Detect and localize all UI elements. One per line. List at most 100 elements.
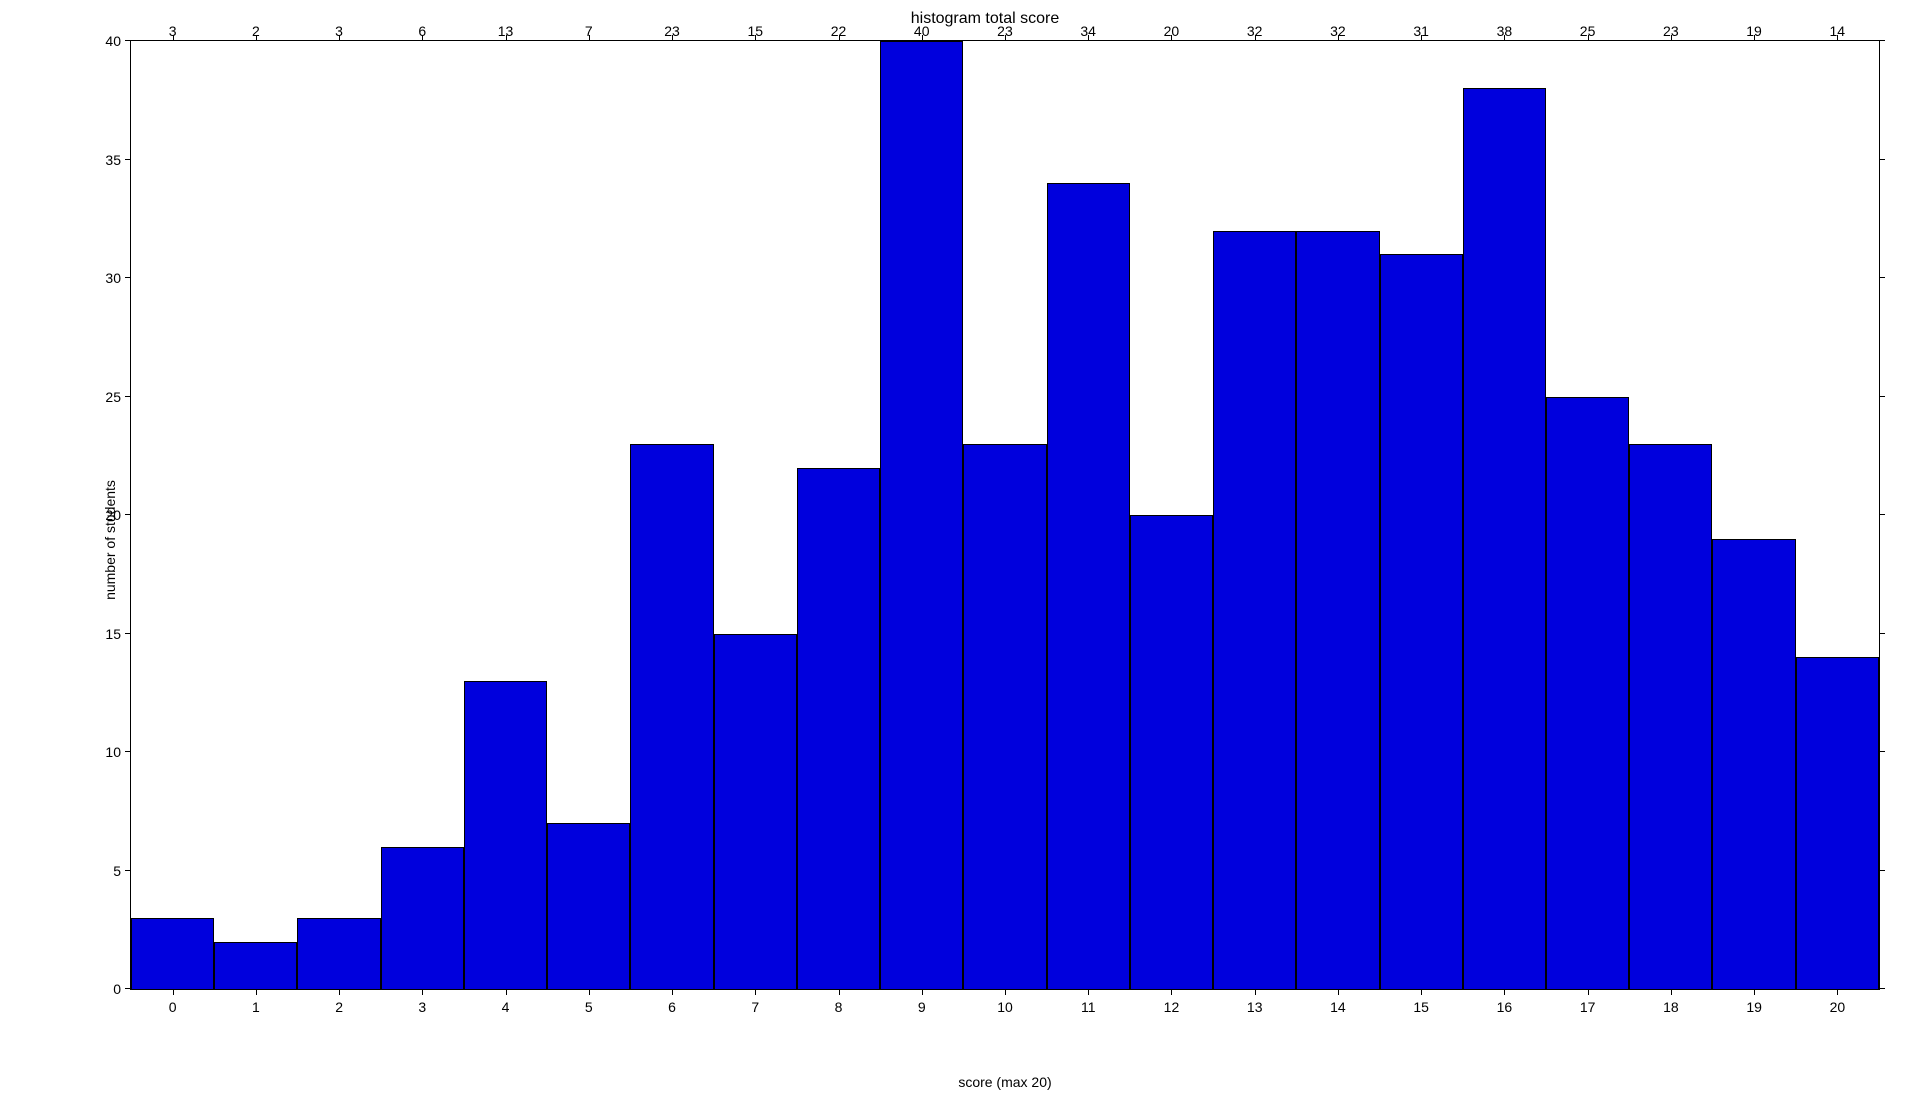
y-tick-label: 0 xyxy=(113,981,131,997)
y-tick-label: 35 xyxy=(105,152,131,168)
y-tick-mark xyxy=(1879,633,1885,634)
plot-area: 0510152025303540 01234567891011121314151… xyxy=(130,40,1880,990)
bar-value-label: 15 xyxy=(747,23,763,41)
bar-value-label: 3 xyxy=(169,23,177,41)
bar-value-label: 23 xyxy=(1663,23,1679,41)
y-tick-mark xyxy=(1879,40,1885,41)
bar-value-label: 25 xyxy=(1580,23,1596,41)
bar-wrapper: 3 xyxy=(297,41,380,989)
histogram-bar: 31 xyxy=(1380,254,1463,989)
x-tick-mark xyxy=(922,989,923,995)
bar-value-label: 14 xyxy=(1830,23,1846,41)
histogram-bar: 40 xyxy=(880,41,963,989)
bar-wrapper: 15 xyxy=(714,41,797,989)
bar-wrapper: 3 xyxy=(131,41,214,989)
histogram-chart: histogram total score number of students… xyxy=(80,40,1890,1040)
bar-value-label: 40 xyxy=(914,23,930,41)
bar-value-label: 7 xyxy=(585,23,593,41)
y-tick-mark xyxy=(1879,514,1885,515)
histogram-bar: 23 xyxy=(630,444,713,989)
bar-value-label: 34 xyxy=(1080,23,1096,41)
histogram-bar: 19 xyxy=(1712,539,1795,989)
bar-wrapper: 6 xyxy=(381,41,464,989)
y-tick-mark xyxy=(1879,870,1885,871)
y-tick-mark xyxy=(1879,751,1885,752)
bar-wrapper: 23 xyxy=(1629,41,1712,989)
bar-wrapper: 7 xyxy=(547,41,630,989)
histogram-bar: 2 xyxy=(214,942,297,989)
histogram-bar: 32 xyxy=(1296,231,1379,989)
bar-wrapper: 34 xyxy=(1047,41,1130,989)
histogram-bar: 38 xyxy=(1463,88,1546,989)
bar-wrapper: 23 xyxy=(630,41,713,989)
x-tick-mark xyxy=(422,989,423,995)
histogram-bar: 22 xyxy=(797,468,880,989)
bar-wrapper: 14 xyxy=(1796,41,1879,989)
bar-value-label: 31 xyxy=(1413,23,1429,41)
bar-value-label: 2 xyxy=(252,23,260,41)
bar-wrapper: 13 xyxy=(464,41,547,989)
x-tick-mark xyxy=(1171,989,1172,995)
x-tick-mark xyxy=(1504,989,1505,995)
x-tick-mark xyxy=(1338,989,1339,995)
bar-value-label: 23 xyxy=(997,23,1013,41)
chart-title: histogram total score xyxy=(80,10,1890,28)
bar-wrapper: 23 xyxy=(963,41,1046,989)
bar-wrapper: 2 xyxy=(214,41,297,989)
x-tick-mark xyxy=(339,989,340,995)
y-tick-label: 10 xyxy=(105,744,131,760)
x-tick-mark xyxy=(1005,989,1006,995)
bar-wrapper: 22 xyxy=(797,41,880,989)
y-tick-label: 30 xyxy=(105,270,131,286)
histogram-bar: 15 xyxy=(714,634,797,990)
bar-value-label: 6 xyxy=(418,23,426,41)
bar-value-label: 23 xyxy=(664,23,680,41)
x-tick-mark xyxy=(672,989,673,995)
histogram-bar: 20 xyxy=(1130,515,1213,989)
bar-wrapper: 38 xyxy=(1463,41,1546,989)
histogram-bar: 13 xyxy=(464,681,547,989)
histogram-bar: 23 xyxy=(963,444,1046,989)
y-tick-mark xyxy=(1879,396,1885,397)
x-tick-mark xyxy=(1255,989,1256,995)
y-tick-mark xyxy=(1879,988,1885,989)
x-tick-mark xyxy=(1837,989,1838,995)
x-tick-mark xyxy=(839,989,840,995)
bar-wrapper: 32 xyxy=(1213,41,1296,989)
x-tick-mark xyxy=(173,989,174,995)
bar-wrapper: 25 xyxy=(1546,41,1629,989)
x-tick-mark xyxy=(1421,989,1422,995)
x-axis-label: score (max 20) xyxy=(130,1074,1880,1090)
bar-value-label: 32 xyxy=(1247,23,1263,41)
y-tick-label: 15 xyxy=(105,626,131,642)
x-tick-mark xyxy=(1088,989,1089,995)
y-tick-label: 20 xyxy=(105,507,131,523)
histogram-bar: 32 xyxy=(1213,231,1296,989)
y-tick-mark xyxy=(1879,277,1885,278)
bar-wrapper: 31 xyxy=(1380,41,1463,989)
histogram-bar: 7 xyxy=(547,823,630,989)
y-tick-mark xyxy=(1879,159,1885,160)
bar-value-label: 19 xyxy=(1746,23,1762,41)
x-tick-mark xyxy=(755,989,756,995)
y-tick-label: 25 xyxy=(105,389,131,405)
bar-value-label: 38 xyxy=(1497,23,1513,41)
histogram-bar: 23 xyxy=(1629,444,1712,989)
bar-value-label: 3 xyxy=(335,23,343,41)
histogram-bar: 3 xyxy=(131,918,214,989)
histogram-bar: 25 xyxy=(1546,397,1629,990)
bars-container: 3236137231522402334203232313825231914 xyxy=(131,41,1879,989)
histogram-bar: 6 xyxy=(381,847,464,989)
bar-wrapper: 20 xyxy=(1130,41,1213,989)
bar-value-label: 22 xyxy=(831,23,847,41)
y-tick-label: 40 xyxy=(105,33,131,49)
bar-wrapper: 40 xyxy=(880,41,963,989)
bar-wrapper: 19 xyxy=(1712,41,1795,989)
x-tick-mark xyxy=(256,989,257,995)
y-tick-label: 5 xyxy=(113,863,131,879)
x-tick-mark xyxy=(506,989,507,995)
x-tick-mark xyxy=(1671,989,1672,995)
histogram-bar: 14 xyxy=(1796,657,1879,989)
bar-wrapper: 32 xyxy=(1296,41,1379,989)
bar-value-label: 13 xyxy=(498,23,514,41)
